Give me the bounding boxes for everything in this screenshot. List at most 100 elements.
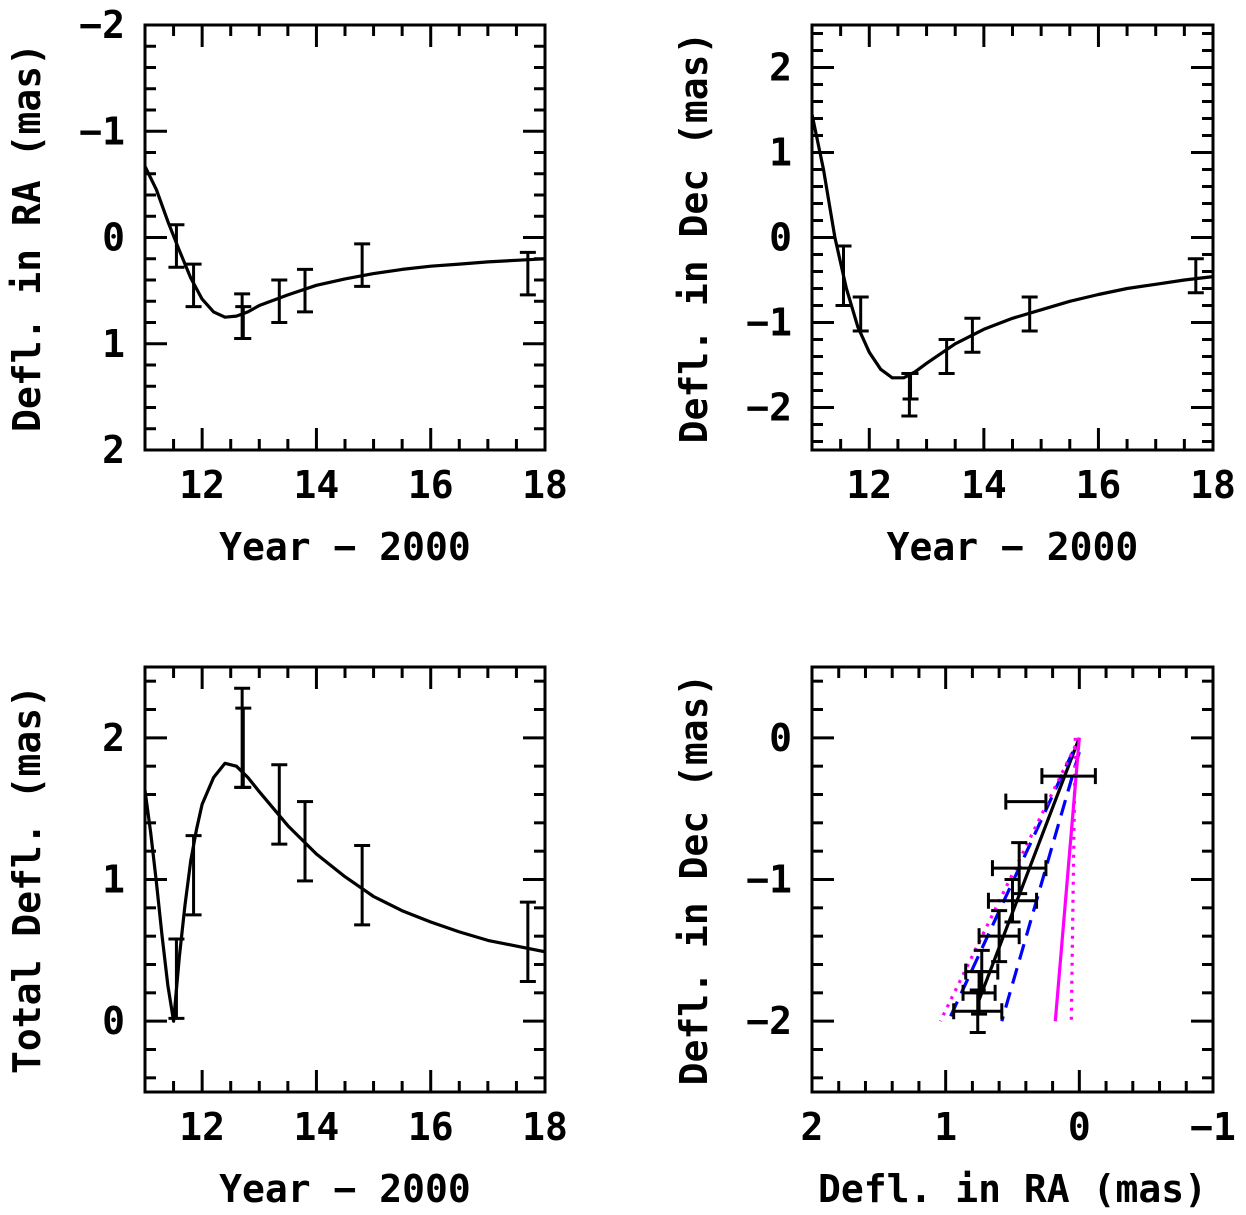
ra-data-points xyxy=(168,223,536,340)
x-tick-label: 16 xyxy=(408,1105,454,1149)
data-point xyxy=(354,242,371,288)
path-y-tick-labels: −2 −1 0 xyxy=(746,716,792,1043)
total-axis-ticks xyxy=(145,667,547,1092)
total-x-axis-label: Year − 2000 xyxy=(219,1167,471,1211)
data-point xyxy=(185,834,202,917)
x-tick-label: 12 xyxy=(179,1105,225,1149)
y-tick-label: 1 xyxy=(102,322,125,366)
ra-y-axis-label: Defl. in RA (mas) xyxy=(5,43,49,432)
data-point xyxy=(235,305,252,340)
data-point xyxy=(168,937,185,1020)
dec-x-axis-label: Year − 2000 xyxy=(887,525,1139,569)
x-tick-label: −1 xyxy=(1190,1105,1236,1149)
data-point xyxy=(986,878,1039,924)
y-tick-label: 0 xyxy=(102,999,125,1043)
x-tick-label: 2 xyxy=(801,1105,824,1149)
path-data-points xyxy=(952,768,1097,1034)
x-tick-label: 18 xyxy=(1190,463,1236,507)
y-tick-label: 2 xyxy=(769,46,792,90)
x-tick-label: 18 xyxy=(522,1105,568,1149)
y-tick-label: 0 xyxy=(769,716,792,760)
data-point xyxy=(977,909,1021,964)
dec-model-curve xyxy=(812,113,1213,380)
data-point xyxy=(185,262,202,309)
data-point xyxy=(952,988,1004,1034)
ra-plot-frame xyxy=(143,23,547,452)
y-tick-label: 2 xyxy=(102,716,125,760)
total-y-tick-labels: 0 1 2 xyxy=(102,716,125,1043)
panel-deflection-path: 2 1 0 −1 −2 −1 0 Defl. in RA (mas) Defl. in D… xyxy=(672,665,1236,1211)
y-tick-label: 1 xyxy=(102,858,125,902)
y-tick-label: −1 xyxy=(79,109,125,153)
data-point xyxy=(168,223,185,269)
data-point xyxy=(902,372,919,401)
data-point xyxy=(1040,768,1097,785)
dec-y-axis-label: Defl. in Dec (mas) xyxy=(672,32,716,444)
y-tick-label: −2 xyxy=(746,386,792,430)
dec-data-points xyxy=(835,244,1204,418)
y-tick-label: −2 xyxy=(79,3,125,47)
path-plot-frame xyxy=(810,665,1215,1094)
path-model-lines xyxy=(938,737,1081,1022)
model-curve xyxy=(812,113,1213,380)
x-tick-label: 14 xyxy=(294,1105,340,1149)
data-point xyxy=(990,841,1048,896)
path-y-axis-label: Defl. in Dec (mas) xyxy=(672,674,716,1086)
y-tick-label: −1 xyxy=(746,858,792,902)
x-tick-label: 18 xyxy=(522,463,568,507)
data-point xyxy=(852,295,869,333)
data-point xyxy=(354,844,371,927)
y-tick-label: −1 xyxy=(746,301,792,345)
model-line-dotted xyxy=(1069,737,1077,1022)
y-tick-label: 2 xyxy=(102,428,125,472)
ra-model-curve xyxy=(145,165,545,319)
data-point xyxy=(519,250,536,297)
total-x-tick-labels: 12 14 16 18 xyxy=(179,1105,568,1149)
model-curve xyxy=(145,165,545,319)
data-point xyxy=(271,278,288,324)
model-line-dashed xyxy=(1000,751,1081,1022)
data-point xyxy=(964,316,981,354)
model-line-dotted xyxy=(938,737,1081,1022)
model-line-dashed xyxy=(946,751,1075,1022)
data-point xyxy=(235,706,252,789)
data-point xyxy=(1004,793,1048,810)
model-curve xyxy=(145,761,545,1023)
y-tick-label: 0 xyxy=(769,216,792,260)
ra-y-tick-labels: −2 −1 0 1 2 xyxy=(79,3,125,472)
path-x-tick-labels: 2 1 0 −1 xyxy=(801,1105,1236,1149)
path-x-axis-label: Defl. in RA (mas) xyxy=(818,1167,1207,1211)
dec-plot-frame xyxy=(810,23,1215,452)
total-data-points xyxy=(168,686,536,1020)
y-tick-label: −2 xyxy=(746,999,792,1043)
panel-total-deflection: 12 14 16 18 012 Year − 2000 Total Defl. (ma… xyxy=(5,665,568,1211)
ra-x-axis-label: Year − 2000 xyxy=(219,525,471,569)
x-tick-label: 12 xyxy=(179,463,225,507)
x-tick-label: 12 xyxy=(846,463,892,507)
data-point xyxy=(297,267,313,314)
data-point xyxy=(938,338,955,375)
total-plot-frame xyxy=(143,665,547,1094)
dec-y-tick-labels: −2 −1 0 1 2 xyxy=(746,46,792,430)
x-tick-label: 16 xyxy=(1076,463,1122,507)
y-tick-label: 0 xyxy=(102,216,125,260)
data-point xyxy=(835,244,852,307)
x-tick-label: 1 xyxy=(934,1105,957,1149)
x-tick-label: 14 xyxy=(294,463,340,507)
x-tick-label: 16 xyxy=(408,463,454,507)
data-point xyxy=(1021,295,1038,333)
data-point xyxy=(271,763,288,846)
total-y-axis-label: Total Defl. (mas) xyxy=(5,685,49,1074)
y-tick-label: 1 xyxy=(769,131,792,175)
dec-x-tick-labels: 12 14 16 18 xyxy=(846,463,1235,507)
data-point xyxy=(1187,257,1204,295)
data-point xyxy=(297,800,313,883)
ra-axis-ticks xyxy=(145,23,547,452)
data-point xyxy=(519,900,536,983)
ra-x-tick-labels: 12 14 16 18 xyxy=(179,463,568,507)
x-tick-label: 14 xyxy=(961,463,1007,507)
total-model-curve xyxy=(145,761,545,1023)
